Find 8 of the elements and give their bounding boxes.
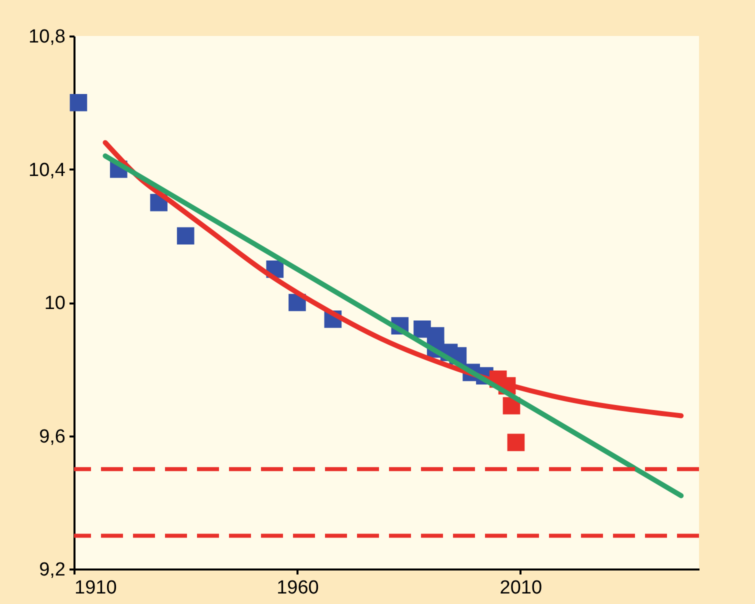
x-tick-label: 2010 bbox=[500, 578, 542, 598]
y-tick-label: 9,6 bbox=[39, 426, 66, 448]
y-tick-label: 10,4 bbox=[28, 160, 66, 181]
y-tick-label: 9,2 bbox=[39, 560, 66, 580]
y-tick-label: 10,8 bbox=[28, 26, 66, 48]
x-tick-label: 1910 bbox=[74, 578, 117, 598]
y-tick-label: 10 bbox=[44, 293, 66, 314]
x-tick-label: 1960 bbox=[276, 578, 319, 598]
